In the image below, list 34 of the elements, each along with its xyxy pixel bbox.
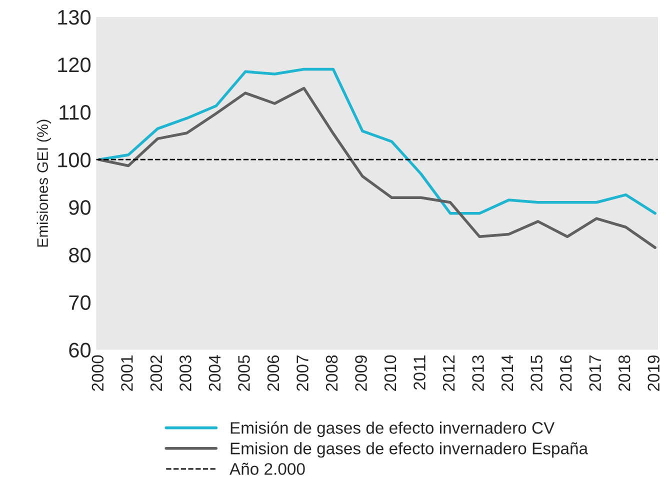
x-tick-label: 2014 [501,355,514,391]
x-tick-label: 2003 [180,355,192,391]
x-tick-label: 2008 [326,355,338,391]
y-axis-title: Emisiones GEI (%) [36,120,52,247]
y-tick-label: 60 [69,342,91,358]
x-tick-label: 2012 [442,355,455,391]
x-tick-label: 2001 [121,355,133,391]
x-tick-label: 2010 [384,355,396,391]
legend-label: Emisión de gases de efecto invernadero CV [230,421,555,438]
x-tick-label: 2006 [267,355,280,391]
line-series [98,86,656,249]
x-tick-label: 2019 [648,355,660,391]
x-tick-label: 2013 [472,355,484,391]
x-tick-label: 2005 [238,355,250,391]
x-tick-label: 2016 [560,355,572,391]
y-tick-label: 80 [69,248,91,262]
y-tick-label: 90 [69,200,91,215]
x-tick-label: 2009 [355,355,367,391]
x-tick-label: 2000 [92,355,104,391]
x-tick-label: 2004 [208,355,221,391]
y-tick-label: 130 [58,10,91,25]
y-tick-label: 70 [69,295,91,310]
x-tick-label: 2015 [530,355,542,391]
y-tick-label: 110 [60,105,91,120]
x-tick-label: 2002 [150,355,162,391]
legend-label: Año 2.000 [230,462,305,475]
y-tick-label: 100 [58,152,91,168]
x-tick-label: 2011 [414,355,426,390]
x-tick-label: 2017 [589,355,602,391]
x-tick-label: 2018 [618,355,630,391]
x-tick-label: 2007 [296,355,308,391]
legend-label: Emision de gases de efecto invernadero España [230,442,588,458]
line-series [98,68,656,215]
y-tick-label: 120 [58,58,91,72]
